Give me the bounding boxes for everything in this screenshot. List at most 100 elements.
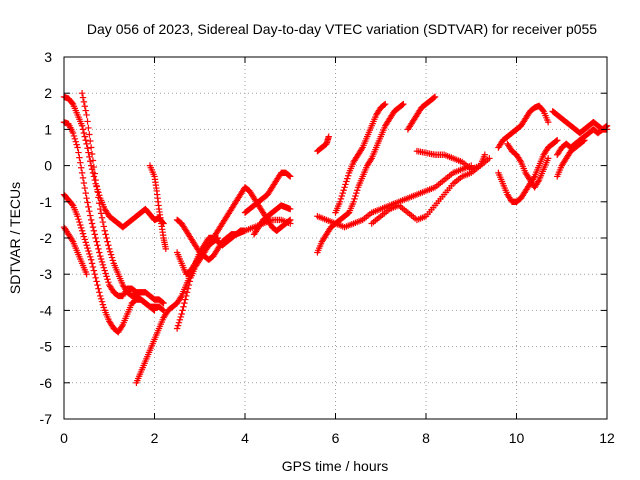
data-point [84,118,91,125]
data-point [96,249,103,256]
data-point [78,122,86,129]
data-point [358,145,365,153]
data-point [80,179,88,187]
data-point [79,230,87,237]
data-point [90,163,98,171]
data-point [86,131,93,138]
data-point [68,236,76,244]
data-point [602,123,610,130]
data-point [81,103,89,110]
data-point [81,236,89,243]
data-point [93,182,100,190]
data-point [88,150,96,158]
data-point [84,199,91,206]
data-point [351,195,358,203]
data-point [89,157,97,164]
data-point [553,137,560,145]
data-point [430,94,438,101]
x-axis-label: GPS time / hours [282,458,389,474]
data-point [343,178,350,185]
data-point [92,176,99,184]
data-point [213,235,221,242]
data-point [93,238,100,245]
data-point [86,208,93,215]
series-track-7 [146,162,170,253]
data-point [90,267,98,274]
data-point [77,164,85,171]
data-point [92,274,99,282]
data-point [101,227,108,234]
series-track-23 [549,108,611,137]
data-point [151,307,158,314]
data-point [399,101,406,108]
y-tick-label: -1 [40,194,53,210]
data-point [87,253,94,261]
series-track-10 [173,234,222,278]
data-point [108,254,116,261]
data-point [76,154,83,161]
data-point [74,213,81,220]
data-point [100,223,108,230]
y-tick-label: -4 [40,302,53,318]
data-point [95,285,102,292]
series-track-4 [60,223,90,278]
data-point [91,271,98,278]
data-point [96,200,103,207]
data-point [68,99,76,107]
data-point [98,258,106,266]
data-point [97,252,104,260]
data-point [98,214,106,221]
data-point [539,107,546,114]
data-point [580,137,587,145]
data-point [530,174,537,182]
data-point [80,233,88,240]
data-point [486,155,493,162]
data-point [68,201,76,208]
y-tick-label: 3 [44,49,52,65]
y-tick-label: -6 [40,375,53,391]
data-point [159,306,166,313]
series-track-19 [413,147,489,173]
data-point [89,263,97,271]
data-point [102,270,109,277]
series-track-11 [241,169,294,216]
data-point [544,118,552,126]
data-point [177,294,184,301]
data-point [350,198,357,205]
data-point [105,242,112,249]
data-point [180,303,187,310]
data-point [336,198,344,205]
data-point [400,100,407,108]
data-point [535,178,542,185]
data-point [85,149,92,156]
series-track-12 [250,202,294,238]
data-point [159,299,166,306]
data-point [83,140,90,148]
data-point [78,169,86,177]
data-point [344,172,352,179]
data-point [92,234,99,242]
data-point [78,90,86,97]
data-point [77,221,84,229]
data-point [97,205,104,213]
data-point [354,187,361,194]
data-point [87,137,94,145]
data-point [173,325,181,332]
data-point [77,224,85,232]
data-point [87,216,95,224]
data-point [174,322,182,329]
data-point [85,247,92,255]
data-point [88,260,96,267]
data-point [75,215,82,223]
data-point [186,278,193,285]
data-point [104,238,111,245]
data-point [339,189,346,197]
data-point [83,111,90,119]
data-point [176,316,184,324]
data-point [353,189,360,197]
x-tick-labels: 0 2 4 6 8 10 12 [60,430,615,446]
data-point [107,251,115,258]
data-point [160,299,167,307]
axis-ticks [63,56,608,420]
